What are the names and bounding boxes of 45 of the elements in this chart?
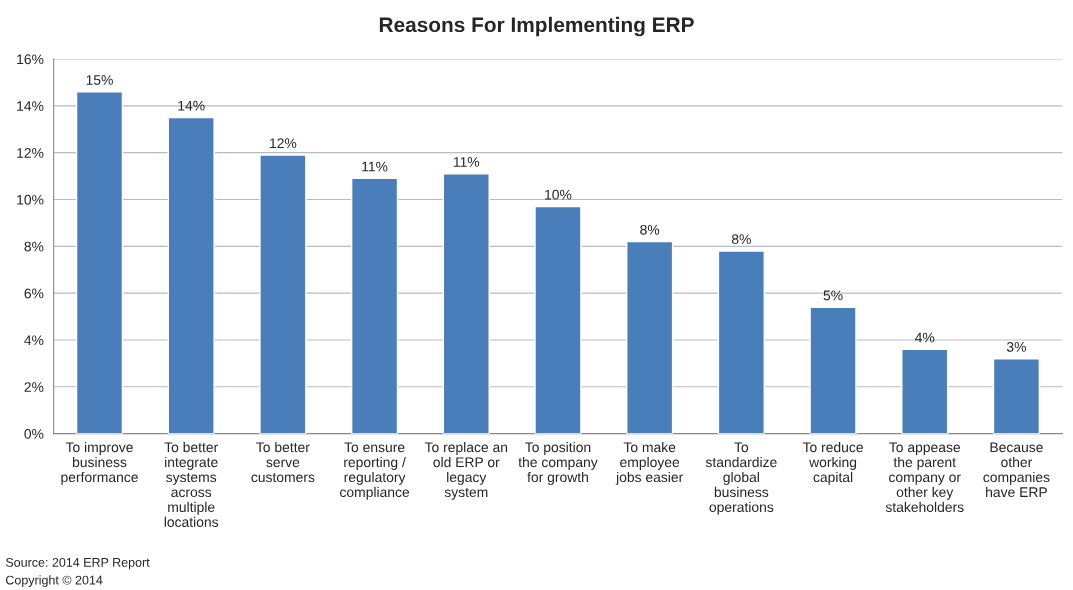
bar bbox=[259, 154, 307, 434]
bar bbox=[717, 250, 765, 434]
data-label: 8% bbox=[731, 234, 751, 245]
x-tick-label: To make employee jobs easier bbox=[615, 441, 684, 485]
bar bbox=[350, 177, 399, 434]
data-label: 10% bbox=[545, 189, 572, 200]
y-tick-label: 6% bbox=[24, 288, 44, 299]
x-tick-label: To replace an old ERP or legacy system bbox=[424, 441, 508, 500]
x-tick-label: To reduce working capital bbox=[802, 441, 863, 485]
y-tick-label: 0% bbox=[24, 428, 44, 439]
bar bbox=[442, 173, 490, 434]
bar bbox=[167, 116, 215, 434]
data-label: 11% bbox=[362, 161, 388, 172]
data-label: 5% bbox=[823, 290, 843, 301]
source-note: Source: 2014 ERP Report bbox=[5, 557, 150, 570]
x-tick-label: Because other companies have ERP bbox=[983, 442, 1050, 498]
bar bbox=[901, 348, 949, 434]
x-tick-label: To ensure reporting / regulatory compliance bbox=[340, 442, 410, 500]
bar bbox=[626, 240, 674, 434]
x-tick-label: To position the company for growth bbox=[518, 441, 598, 485]
y-tick-label: 14% bbox=[17, 101, 44, 111]
data-label: 3% bbox=[1006, 341, 1026, 352]
data-label: 15% bbox=[86, 75, 113, 85]
y-tick-label: 12% bbox=[17, 148, 44, 158]
text: Copyright © 2014 bbox=[6, 575, 103, 587]
bar bbox=[992, 358, 1041, 434]
data-label: 8% bbox=[640, 224, 660, 235]
y-tick-label: 16% bbox=[17, 54, 44, 65]
x-tick-label: To improve business performance bbox=[61, 441, 138, 485]
data-label: 4% bbox=[915, 332, 935, 343]
data-label: 12% bbox=[270, 138, 297, 149]
x-tick-label: To better integrate systems across multiple locations bbox=[164, 441, 219, 527]
data-label: 14% bbox=[178, 100, 205, 111]
y-tick-label: 2% bbox=[24, 382, 44, 392]
bar bbox=[809, 306, 857, 434]
data-label: 11% bbox=[453, 157, 480, 167]
x-tick-label: To appease the parent company or other key stakeholders bbox=[885, 442, 964, 513]
x-tick-label: To standardize global business operations bbox=[705, 442, 777, 515]
y-tick-label: 10% bbox=[17, 194, 44, 205]
bar bbox=[75, 91, 124, 434]
chart-title: Reasons For Implementing ERP bbox=[379, 16, 694, 37]
y-tick-label: 8% bbox=[24, 241, 44, 252]
bar bbox=[534, 205, 582, 434]
y-tick-label: 4% bbox=[24, 335, 44, 346]
x-tick-label: To better serve customers bbox=[251, 441, 315, 483]
